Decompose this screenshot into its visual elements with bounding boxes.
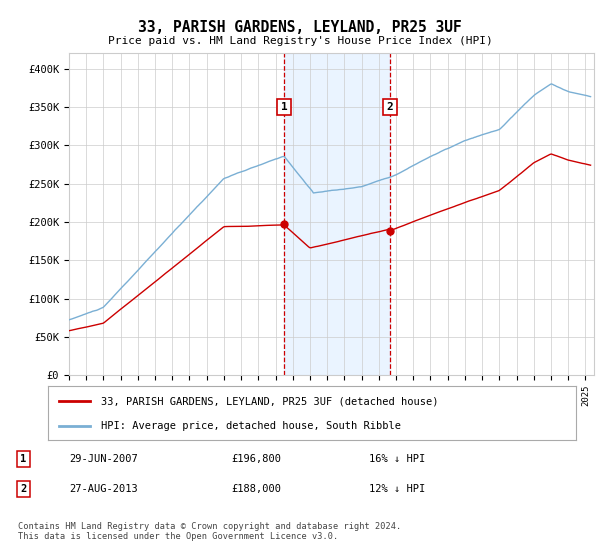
Text: 33, PARISH GARDENS, LEYLAND, PR25 3UF: 33, PARISH GARDENS, LEYLAND, PR25 3UF <box>138 20 462 35</box>
Text: 2: 2 <box>20 484 26 494</box>
Text: Price paid vs. HM Land Registry's House Price Index (HPI): Price paid vs. HM Land Registry's House … <box>107 36 493 46</box>
Text: 12% ↓ HPI: 12% ↓ HPI <box>369 484 425 494</box>
Text: 1: 1 <box>281 102 287 112</box>
Text: £188,000: £188,000 <box>231 484 281 494</box>
Text: £196,800: £196,800 <box>231 454 281 464</box>
Text: 33, PARISH GARDENS, LEYLAND, PR25 3UF (detached house): 33, PARISH GARDENS, LEYLAND, PR25 3UF (d… <box>101 396 438 407</box>
Text: Contains HM Land Registry data © Crown copyright and database right 2024.
This d: Contains HM Land Registry data © Crown c… <box>18 522 401 542</box>
Text: 27-AUG-2013: 27-AUG-2013 <box>70 484 139 494</box>
Text: 16% ↓ HPI: 16% ↓ HPI <box>369 454 425 464</box>
Text: 1: 1 <box>20 454 26 464</box>
Bar <box>284 53 390 375</box>
Text: HPI: Average price, detached house, South Ribble: HPI: Average price, detached house, Sout… <box>101 421 401 431</box>
Text: 29-JUN-2007: 29-JUN-2007 <box>70 454 139 464</box>
Text: 2: 2 <box>386 102 394 112</box>
